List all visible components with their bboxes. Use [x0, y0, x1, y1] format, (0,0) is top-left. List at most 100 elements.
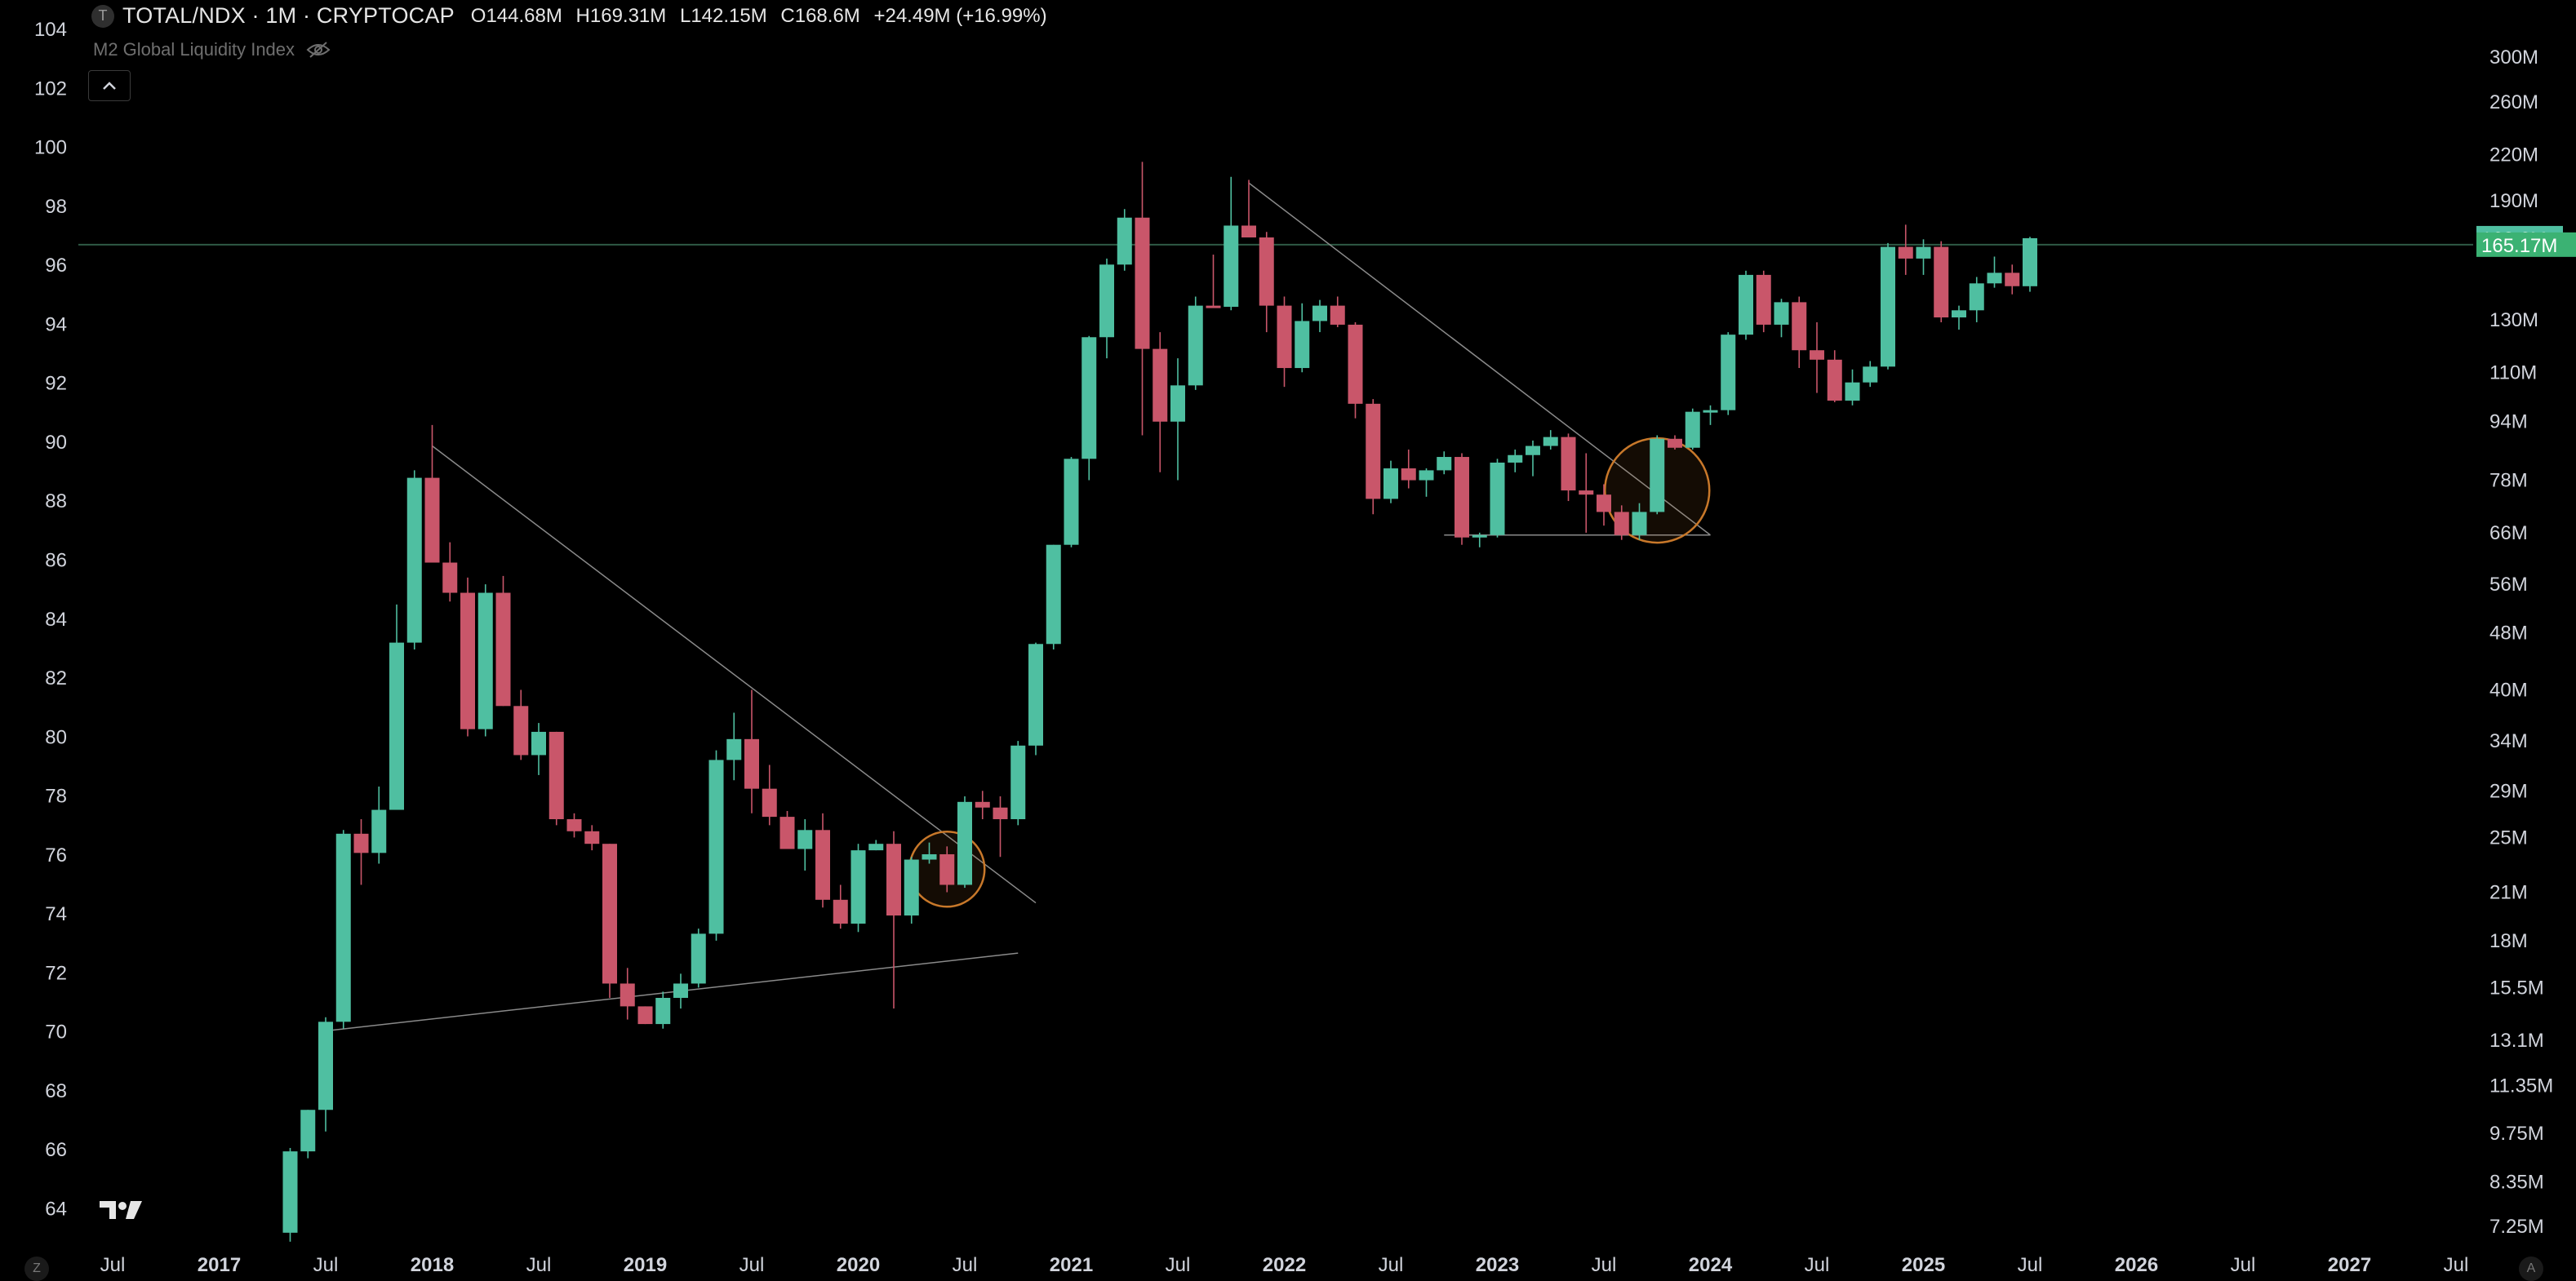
- candle[interactable]: [513, 689, 529, 760]
- candle[interactable]: [1135, 162, 1150, 436]
- candle[interactable]: [1224, 176, 1239, 311]
- symbol-logo-icon[interactable]: T: [91, 4, 114, 28]
- candle[interactable]: [904, 857, 919, 924]
- auto-scale-button[interactable]: A: [2519, 1257, 2543, 1281]
- candle[interactable]: [1916, 239, 1931, 275]
- candle[interactable]: [1881, 242, 1895, 370]
- candle[interactable]: [1792, 296, 1807, 369]
- candle[interactable]: [620, 968, 635, 1020]
- candle[interactable]: [655, 991, 671, 1029]
- candle[interactable]: [1170, 358, 1185, 481]
- candle[interactable]: [922, 842, 937, 864]
- candle[interactable]: [1863, 361, 1878, 388]
- candle[interactable]: [1455, 453, 1469, 545]
- candle[interactable]: [1366, 399, 1381, 515]
- candle[interactable]: [406, 470, 422, 649]
- candle[interactable]: [2005, 264, 2020, 295]
- candle[interactable]: [1241, 180, 1256, 238]
- candle[interactable]: [1472, 532, 1487, 547]
- indicator-label[interactable]: M2 Global Liquidity Index: [93, 39, 295, 60]
- eye-off-icon[interactable]: [306, 42, 331, 58]
- candle[interactable]: [833, 884, 848, 929]
- candle[interactable]: [851, 844, 866, 933]
- candle[interactable]: [1490, 459, 1505, 538]
- candle[interactable]: [1543, 430, 1558, 450]
- candle[interactable]: [1774, 299, 1789, 338]
- candle[interactable]: [2023, 237, 2037, 292]
- candle[interactable]: [1153, 332, 1168, 472]
- candle[interactable]: [1685, 408, 1700, 450]
- candle[interactable]: [1117, 209, 1132, 271]
- candle[interactable]: [549, 731, 564, 826]
- candle[interactable]: [691, 929, 706, 988]
- candle[interactable]: [939, 846, 955, 893]
- candle[interactable]: [1206, 255, 1221, 308]
- candle[interactable]: [1295, 303, 1310, 373]
- candle[interactable]: [1614, 505, 1629, 540]
- candle[interactable]: [1632, 503, 1647, 540]
- candle[interactable]: [318, 1017, 333, 1132]
- candle[interactable]: [1561, 433, 1576, 502]
- candle[interactable]: [477, 584, 493, 737]
- candle[interactable]: [1934, 241, 1949, 322]
- trendline[interactable]: [1248, 182, 1711, 536]
- candle[interactable]: [1348, 321, 1363, 419]
- candle[interactable]: [1508, 449, 1523, 472]
- candle[interactable]: [868, 840, 884, 851]
- candle[interactable]: [673, 973, 688, 1009]
- candle[interactable]: [957, 796, 972, 889]
- candle[interactable]: [495, 575, 511, 707]
- candle[interactable]: [460, 577, 475, 737]
- candle[interactable]: [1845, 369, 1860, 406]
- candle[interactable]: [993, 796, 1008, 858]
- candle[interactable]: [1046, 544, 1061, 649]
- candle[interactable]: [1188, 296, 1203, 390]
- candle[interactable]: [1756, 270, 1771, 333]
- timezone-button[interactable]: Z: [24, 1257, 49, 1281]
- symbol-title[interactable]: TOTAL/NDX · 1M · CRYPTOCAP: [122, 3, 455, 28]
- candle[interactable]: [1668, 435, 1682, 450]
- candle[interactable]: [353, 818, 369, 885]
- candle[interactable]: [1987, 256, 2002, 288]
- candle[interactable]: [762, 765, 777, 826]
- candle[interactable]: [602, 844, 617, 998]
- candle[interactable]: [975, 791, 990, 819]
- candle[interactable]: [389, 604, 404, 810]
- candle[interactable]: [1969, 277, 1984, 322]
- candle[interactable]: [779, 810, 795, 849]
- candle[interactable]: [1739, 270, 1753, 340]
- candle[interactable]: [815, 813, 830, 908]
- candle[interactable]: [1081, 335, 1097, 481]
- candle[interactable]: [1579, 453, 1594, 533]
- candle[interactable]: [1064, 457, 1079, 547]
- candle[interactable]: [531, 723, 546, 775]
- candle[interactable]: [744, 689, 759, 813]
- candle[interactable]: [708, 750, 724, 941]
- candle[interactable]: [886, 831, 901, 1009]
- candle[interactable]: [442, 542, 458, 602]
- candle[interactable]: [1721, 332, 1736, 415]
- candle[interactable]: [1437, 451, 1452, 475]
- candle[interactable]: [371, 787, 387, 864]
- candle[interactable]: [1028, 642, 1043, 756]
- collapse-legend-button[interactable]: [88, 70, 131, 101]
- candle[interactable]: [1099, 258, 1114, 359]
- candle[interactable]: [797, 818, 813, 871]
- candle[interactable]: [1010, 741, 1026, 826]
- trendline[interactable]: [325, 952, 1019, 1032]
- trendline[interactable]: [432, 445, 1037, 904]
- candle[interactable]: [566, 813, 582, 838]
- candle[interactable]: [424, 424, 440, 563]
- candle[interactable]: [282, 1147, 298, 1242]
- price-label-tag[interactable]: 165.17M: [2476, 232, 2576, 257]
- tradingview-logo[interactable]: [98, 1198, 144, 1226]
- candle[interactable]: [726, 712, 742, 781]
- candle[interactable]: [584, 825, 600, 851]
- candle[interactable]: [1827, 350, 1842, 402]
- candle[interactable]: [1330, 296, 1345, 327]
- candle[interactable]: [1597, 484, 1611, 526]
- candle[interactable]: [1526, 440, 1540, 476]
- candle[interactable]: [1419, 468, 1434, 497]
- candle[interactable]: [1312, 299, 1327, 333]
